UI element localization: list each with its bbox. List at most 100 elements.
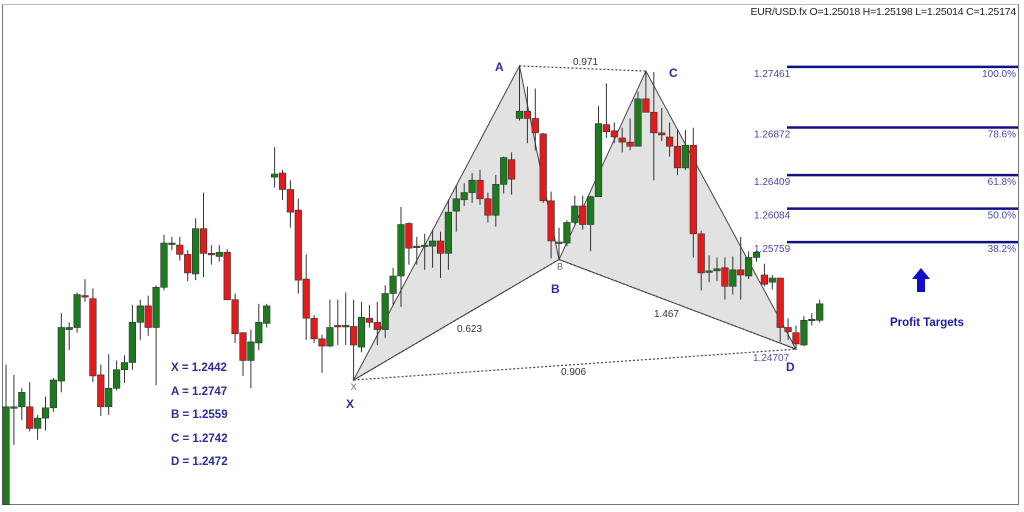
candle: [721, 257, 729, 300]
bear-candle-body: [673, 145, 682, 169]
ratio-bd-label: 1.467: [654, 309, 679, 320]
bull-candle-body: [160, 242, 168, 288]
bull-candle-body: [729, 269, 737, 287]
bull-candle-body: [342, 325, 350, 328]
candle: [199, 192, 208, 278]
bear-candle-body: [223, 252, 231, 300]
candle: [405, 222, 413, 265]
candle: [523, 86, 531, 144]
bear-candle-body: [97, 374, 105, 408]
bear-candle-body: [579, 205, 587, 225]
candle: [49, 377, 57, 412]
bull-candle-body: [808, 318, 816, 322]
bear-candle-body: [602, 124, 610, 133]
candle: [349, 299, 358, 381]
fib-price-label: 1.25759: [754, 244, 791, 255]
candle: [334, 299, 342, 346]
candle: [792, 325, 800, 350]
bear-candle-body: [231, 299, 239, 334]
bear-candle-body: [176, 244, 184, 255]
candle: [184, 250, 192, 282]
candle: [231, 293, 239, 343]
candle: [476, 169, 484, 205]
candle: [634, 91, 642, 147]
candle: [247, 329, 255, 389]
chart-frame: [2, 4, 1019, 505]
bull-candle-body: [33, 417, 42, 429]
bull-candle-body: [10, 406, 18, 409]
candle: [365, 304, 374, 328]
bull-candle-body: [397, 224, 405, 277]
candle: [389, 267, 397, 305]
candle: [263, 303, 271, 328]
point-d-label: D: [786, 360, 795, 374]
bull-candle-body: [357, 316, 366, 348]
bull-candle-body: [152, 287, 160, 328]
profit-targets-label: Profit Targets: [890, 317, 964, 329]
bull-candle-body: [452, 198, 460, 212]
bear-candle-body: [278, 172, 287, 190]
candle: [681, 129, 689, 170]
candle: [207, 245, 216, 265]
candle: [176, 236, 184, 261]
bull-candle-body: [515, 110, 524, 119]
bull-candle-body: [555, 241, 563, 244]
bear-candle-body: [760, 274, 768, 285]
bull-candle-body: [113, 369, 121, 389]
bear-candle-body: [507, 159, 516, 180]
candle: [144, 295, 152, 336]
bull-candle-body: [49, 379, 57, 409]
d-level-label: 1.24707: [753, 353, 790, 364]
bull-candle-body: [768, 277, 776, 283]
bull-candle-body: [500, 157, 508, 185]
candle: [705, 255, 713, 283]
bull-candle-body: [634, 98, 642, 147]
bull-candle-body: [752, 252, 761, 258]
candle: [136, 299, 144, 340]
candle: [168, 236, 176, 251]
candle: [342, 292, 350, 346]
point-b-label: B: [551, 282, 560, 296]
candle: [428, 229, 437, 268]
bull-candle-body: [192, 228, 200, 275]
bull-candle-body: [136, 305, 144, 323]
bear-candle-body: [405, 223, 413, 249]
bear-candle-body: [476, 179, 484, 200]
candle: [642, 71, 650, 113]
candle: [776, 277, 784, 342]
candle: [18, 388, 26, 421]
bull-candle-body: [381, 293, 389, 330]
bull-candle-body: [428, 240, 437, 247]
candle: [444, 199, 453, 270]
candle: [255, 303, 263, 351]
bull-candle-body: [389, 275, 397, 294]
candle: [120, 355, 129, 384]
bull-candle-body: [816, 303, 824, 321]
bull-candle-body: [444, 211, 453, 254]
candle: [563, 220, 571, 247]
bull-candle-body: [120, 362, 129, 371]
candle: [484, 192, 492, 223]
bear-candle-body: [239, 332, 247, 361]
candle: [618, 127, 626, 153]
bull-candle-body: [270, 173, 279, 178]
ohlc-header: EUR/USD.fx O=1.25018 H=1.25198 L=1.25014…: [750, 6, 1016, 18]
candle: [89, 288, 97, 383]
pattern-values: X = 1.2442 A = 1.2747 B = 1.2559 C = 1.2…: [171, 357, 228, 475]
candle: [381, 285, 389, 338]
bull-candle-body: [713, 268, 721, 272]
bull-candle-body: [255, 322, 263, 344]
bull-candle-body: [800, 319, 808, 346]
fib-price-label: 1.26084: [754, 211, 791, 222]
value-c: C = 1.2742: [171, 432, 228, 445]
fib-percent-label: 100.0%: [982, 69, 1016, 80]
bear-candle-body: [523, 110, 531, 119]
fib-price-label: 1.26872: [754, 129, 791, 140]
candle: [555, 227, 563, 260]
bear-candle-body: [199, 228, 208, 254]
bull-candle-body: [468, 179, 476, 193]
bear-candle-body: [144, 305, 152, 328]
bull-candle-body: [168, 242, 176, 245]
bear-candle-body: [302, 278, 310, 319]
